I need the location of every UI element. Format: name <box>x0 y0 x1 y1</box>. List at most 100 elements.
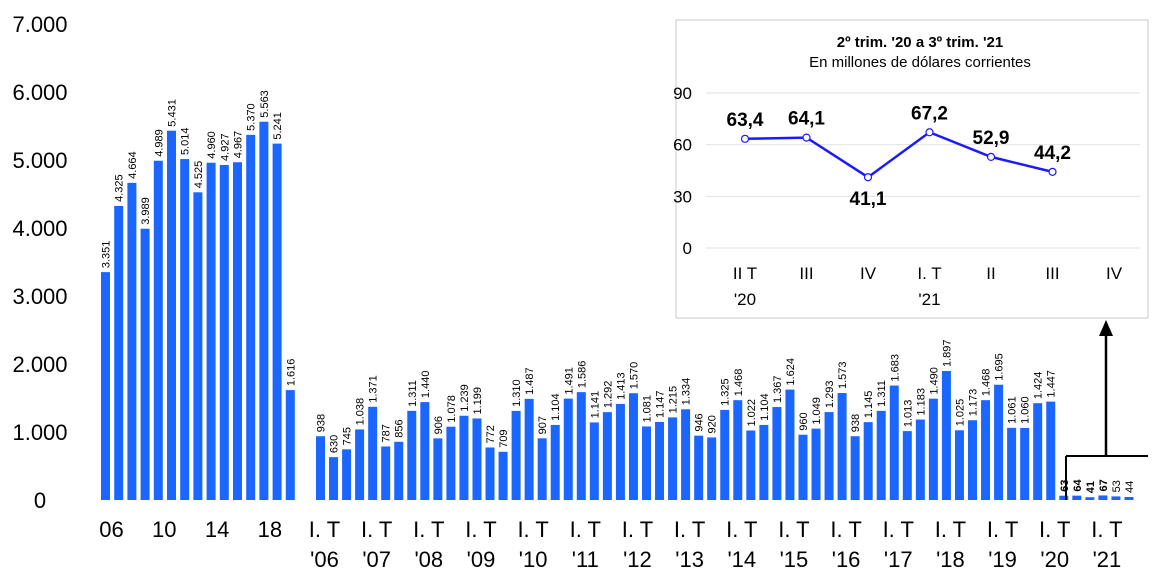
bar-quarterly-value: 53 <box>1111 480 1123 492</box>
bar-quarterly <box>459 415 469 500</box>
inset-point-label: 63,4 <box>727 110 764 131</box>
inset-x-tick-label: III <box>1045 264 1059 283</box>
x-tick-label: I. T <box>309 517 340 542</box>
bar-quarterly <box>994 384 1004 500</box>
inset-title: 2º trim. '20 a 3º trim. '21 <box>837 34 1004 51</box>
bar-annual <box>167 130 176 500</box>
bar-annual <box>114 205 124 500</box>
inset-x-tick-label: III <box>799 264 813 283</box>
bar-annual <box>219 164 229 501</box>
inset-x-tick-label: I. T <box>917 264 941 283</box>
bar-quarterly <box>576 392 586 500</box>
inset-point <box>802 133 811 142</box>
bar-quarterly <box>928 398 938 500</box>
bar-annual-value: 5.370 <box>246 103 258 131</box>
x-tick-label: I. T <box>1091 517 1122 542</box>
bar-quarterly-value: 1.371 <box>368 375 380 403</box>
x-tick-label: '21 <box>1093 547 1122 572</box>
inset-y-axis: 0 30 60 90 <box>673 84 1140 258</box>
bar-quarterly-value: 1.081 <box>642 395 654 423</box>
inset-y-tick-label: 30 <box>673 187 692 206</box>
bar-quarterly <box>720 409 730 500</box>
x-tick-label: I. T <box>830 517 861 542</box>
bar-quarterly-value: 1.683 <box>889 354 901 382</box>
x-tick-label: '14 <box>727 547 756 572</box>
bar-quarterly-value: 1.239 <box>459 384 471 412</box>
bar-quarterly-value: 1.199 <box>472 387 484 415</box>
x-tick-label: I. T <box>465 517 496 542</box>
bar-quarterly <box>1085 497 1095 500</box>
bar-quarterly <box>968 420 977 500</box>
x-tick-label: '13 <box>675 547 704 572</box>
bar-quarterly <box>394 441 404 500</box>
bar-quarterly <box>772 407 782 500</box>
x-tick-label: '17 <box>884 547 913 572</box>
inset-point <box>986 152 996 161</box>
bar-annual <box>140 228 150 501</box>
bar-quarterly <box>863 422 873 500</box>
bar-annual-value: 5.014 <box>180 128 192 156</box>
x-tick-label: '15 <box>780 547 809 572</box>
bar-quarterly <box>628 393 638 500</box>
bar-quarterly-value: 1.468 <box>981 369 993 397</box>
x-tick-label: '16 <box>832 547 861 572</box>
bar-quarterly-value: 1.491 <box>563 367 575 395</box>
bar-quarterly <box>381 446 391 500</box>
bar-quarterly <box>1020 427 1030 500</box>
bar-quarterly-value: 1.013 <box>902 400 914 428</box>
bar-quarterly <box>316 436 325 500</box>
bar-quarterly-value: 1.413 <box>615 372 627 400</box>
bar-quarterly-value: 856 <box>394 419 406 437</box>
bar-quarterly <box>1007 427 1017 500</box>
x-tick-label: '06 <box>310 547 339 572</box>
bar-quarterly-value: 1.104 <box>759 393 771 421</box>
bar-quarterly-value: 745 <box>342 427 354 445</box>
bar-quarterly-value: 67 <box>1098 479 1110 491</box>
inset-point-label: 52,9 <box>973 128 1010 149</box>
bar-quarterly <box>589 422 599 500</box>
inset-subtitle: En millones de dólares corrientes <box>809 54 1031 71</box>
bar-quarterly <box>472 418 482 500</box>
bar-quarterly-value: 1.440 <box>420 371 432 399</box>
bar-quarterly-value: 772 <box>485 425 497 443</box>
bar-quarterly <box>524 398 534 500</box>
bar-quarterly <box>1124 497 1134 500</box>
inset-x-tick-label: '21 <box>918 290 940 309</box>
bar-annual <box>180 159 190 500</box>
x-tick-label: '11 <box>572 547 599 572</box>
y-tick-label: 1.000 <box>12 420 67 445</box>
bar-quarterly <box>563 398 573 500</box>
bar-quarterly <box>655 422 665 500</box>
bar-quarterly <box>798 434 808 500</box>
x-tick-label: I. T <box>935 517 966 542</box>
bar-quarterly-value: 1.173 <box>968 389 980 417</box>
bar-quarterly <box>811 428 821 500</box>
inset-frame <box>675 19 1149 319</box>
bar-quarterly <box>668 417 678 500</box>
x-tick-label: 14 <box>205 517 229 542</box>
bar-quarterly-value: 960 <box>798 412 810 430</box>
bar-annual <box>193 192 203 501</box>
bar-quarterly <box>759 424 769 500</box>
bar-quarterly-value: 41 <box>1085 481 1097 493</box>
y-tick-label: 7.000 <box>12 12 67 37</box>
x-tick-label: I. T <box>517 517 548 542</box>
y-tick-label: 6.000 <box>12 80 67 105</box>
bar-quarterly <box>602 412 612 500</box>
inset-point-label: 44,2 <box>1034 143 1071 164</box>
y-tick-label: 4.000 <box>12 216 67 241</box>
bar-annual-value: 4.967 <box>233 131 245 159</box>
bar-quarterly <box>681 409 691 500</box>
bar-quarterly-value: 1.311 <box>407 380 419 407</box>
bar-quarterly <box>889 385 899 500</box>
bar-annual-value: 4.664 <box>127 151 139 179</box>
bar-annual <box>153 160 163 501</box>
callout-arrow-head <box>1099 320 1113 336</box>
bar-quarterly-value: 1.897 <box>941 339 953 367</box>
bar-quarterly-value: 1.147 <box>655 390 667 418</box>
bar-quarterly-value: 938 <box>850 414 862 432</box>
bar-quarterly-value: 1.325 <box>720 378 732 406</box>
bar-quarterly-value: 906 <box>433 416 445 434</box>
